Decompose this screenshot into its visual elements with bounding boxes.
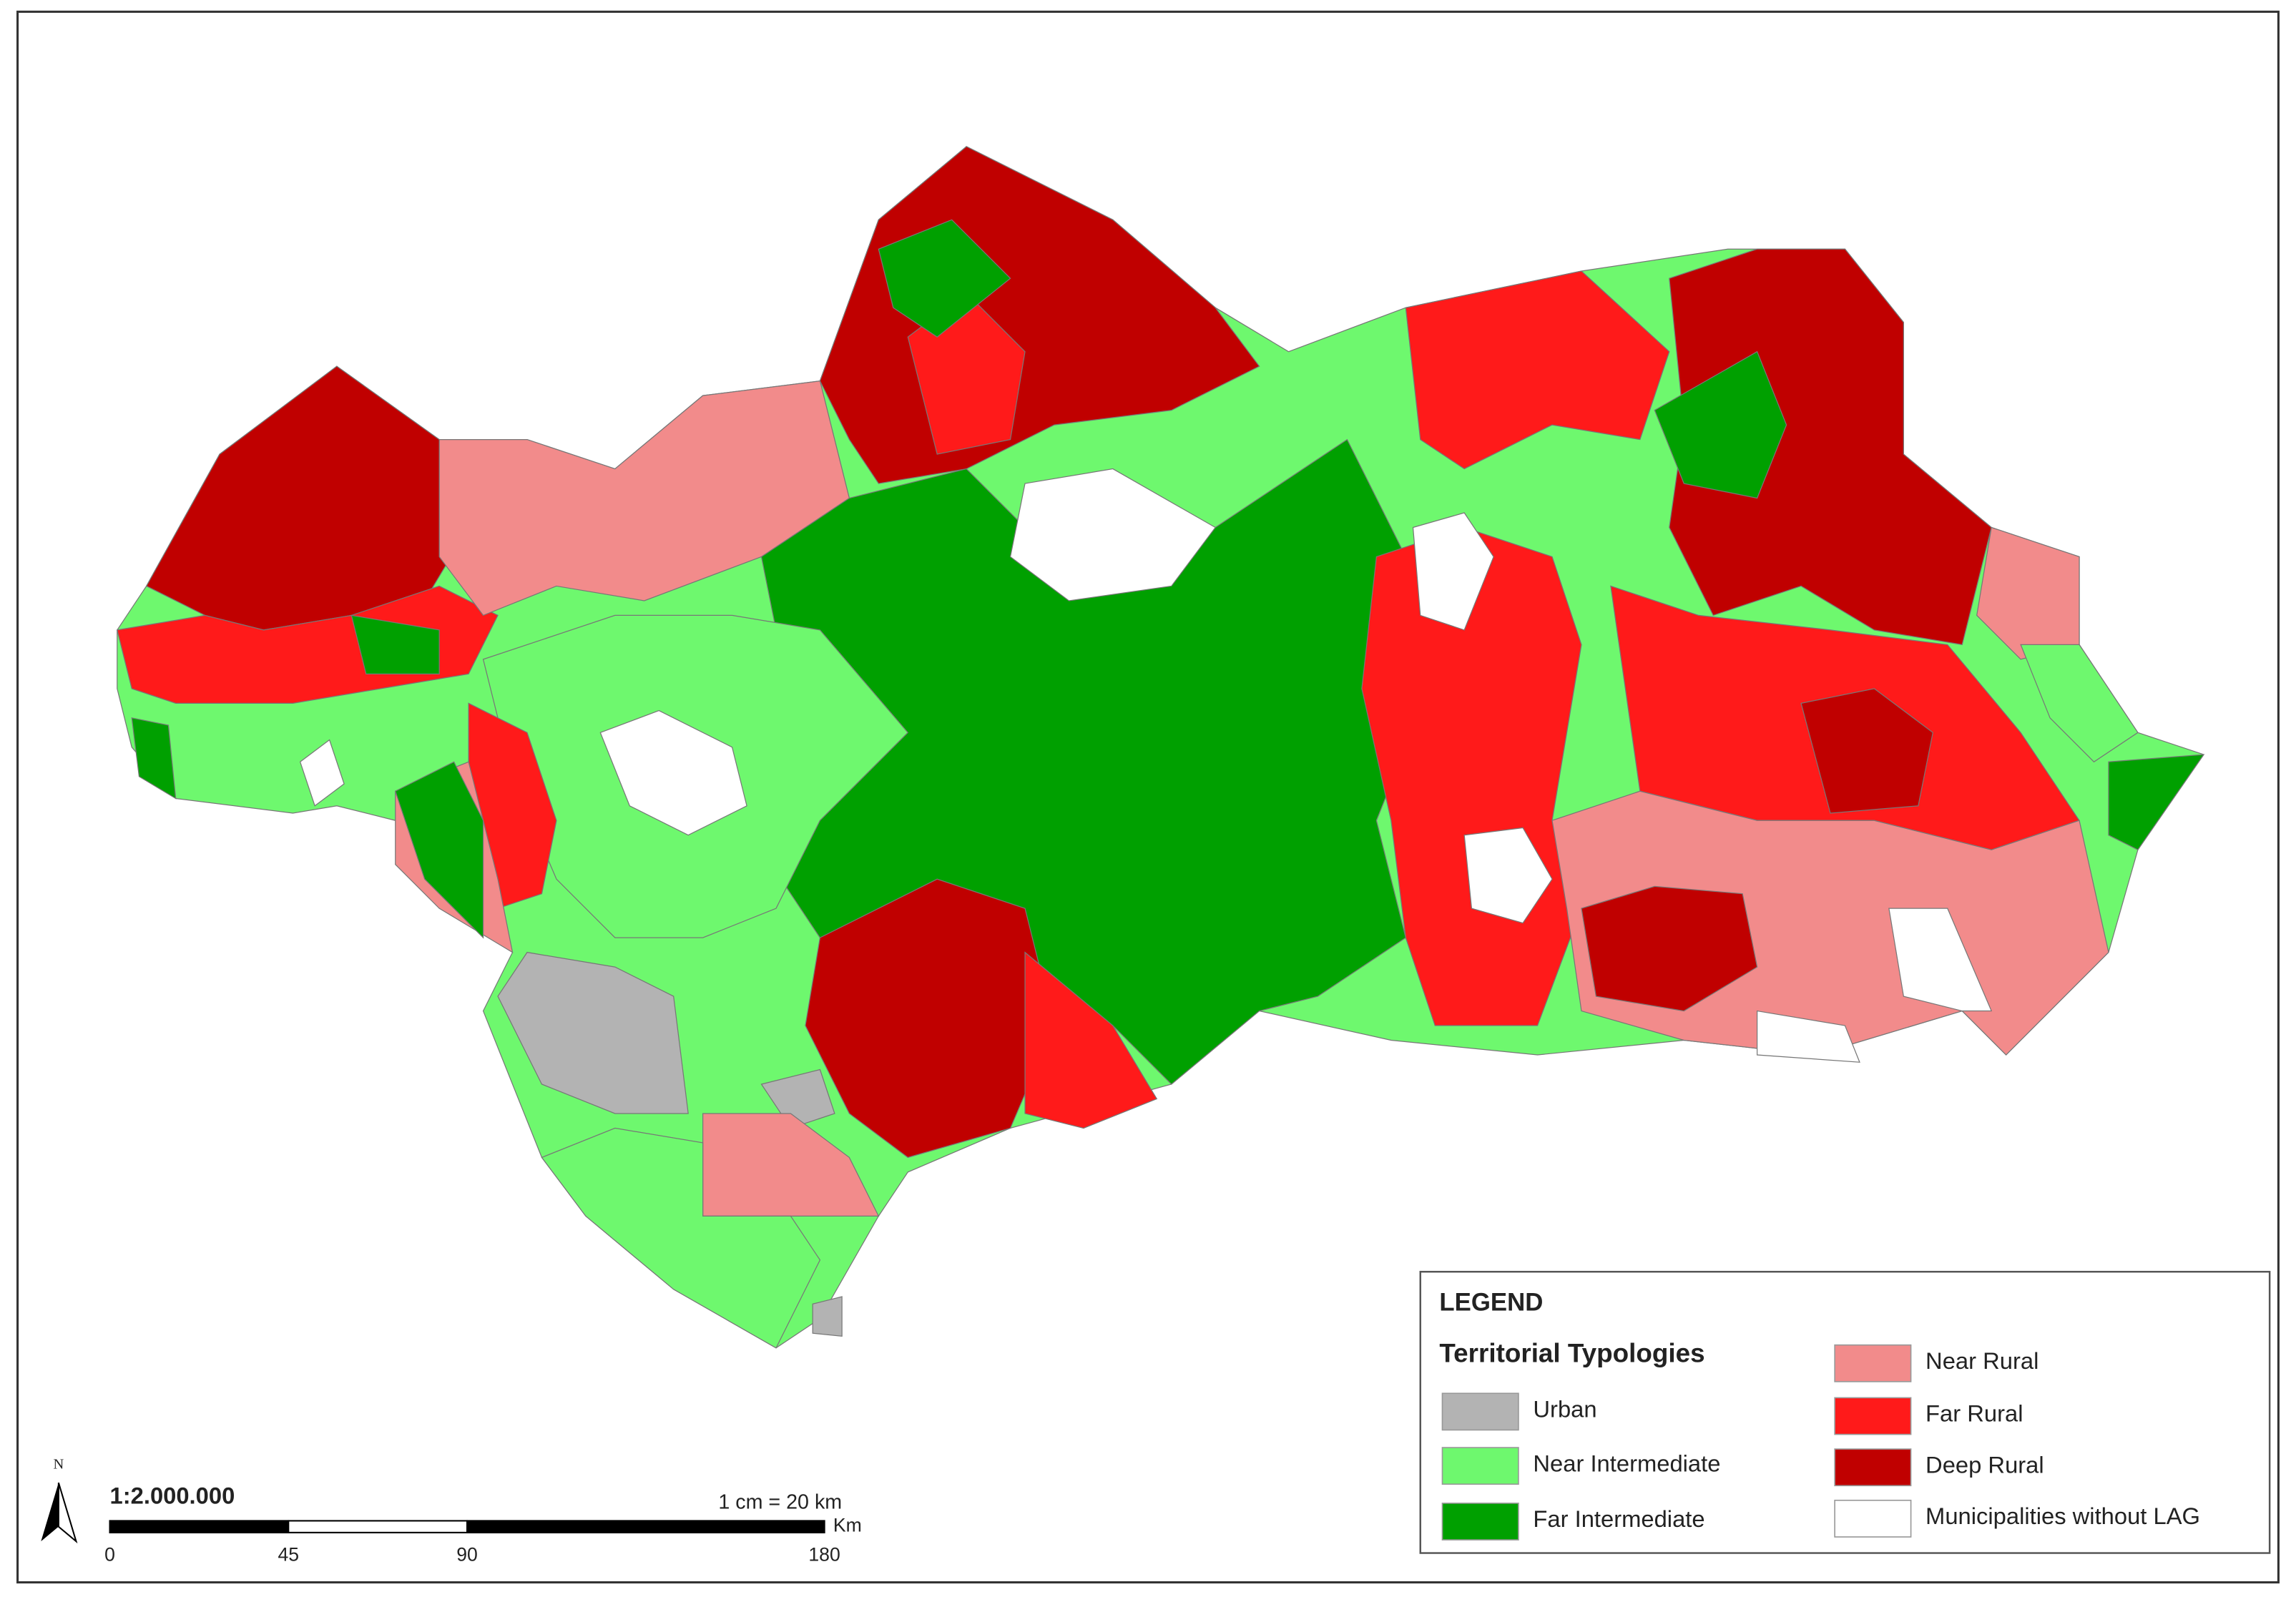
region [541, 1127, 821, 1349]
region [1888, 908, 1993, 1012]
legend-label: Far Rural [1925, 1400, 2023, 1427]
legend-label: Near Intermediate [1533, 1450, 1720, 1476]
region [1405, 270, 1670, 470]
region [1009, 468, 1217, 601]
legend-swatch [1834, 1397, 1912, 1435]
region [299, 739, 345, 807]
region [2020, 644, 2139, 763]
scale-bar: N 1:2.000.000 1 cm = 20 km 0 45 90 180 Km [41, 1456, 862, 1566]
region [1654, 350, 1787, 499]
legend-swatch [1834, 1499, 1912, 1538]
region [394, 761, 484, 939]
region [599, 709, 747, 836]
legend-label: Far Intermediate [1533, 1505, 1704, 1532]
scale-tick-label: 0 [104, 1544, 115, 1566]
scale-tick-label: 180 [808, 1544, 840, 1566]
legend-label: Deep Rural [1925, 1451, 2044, 1478]
scale-equivalence: 1 cm = 20 km [718, 1490, 842, 1513]
region [131, 717, 177, 800]
region [2108, 754, 2205, 850]
legend-swatch [1441, 1503, 1519, 1541]
legend-swatch [1441, 1392, 1519, 1431]
legend-swatch [1834, 1448, 1912, 1487]
region [1024, 951, 1158, 1129]
region [1412, 512, 1494, 631]
scale-ratio: 1:2.000.000 [110, 1482, 235, 1508]
scale-segment [109, 1520, 290, 1533]
legend-subtitle: Territorial Typologies [1439, 1339, 1704, 1368]
north-label: N [53, 1456, 64, 1472]
region [497, 951, 689, 1114]
legend-swatch [1441, 1447, 1519, 1485]
map-regions [117, 146, 2205, 1349]
region [812, 1296, 843, 1337]
scale-tick-label: 90 [456, 1544, 478, 1566]
north-arrow [57, 1482, 78, 1544]
legend-items: Urban Near Intermediate Far Intermediate Ne… [1441, 1344, 2200, 1541]
legend-swatch [1834, 1344, 1912, 1382]
legend-title: LEGEND [1439, 1288, 1543, 1316]
region [1581, 885, 1758, 1012]
region [1757, 1010, 1860, 1063]
legend-label: Urban [1533, 1395, 1596, 1422]
scale-tick-label: 45 [278, 1544, 299, 1566]
region [878, 219, 1011, 338]
scale-unit: Km [833, 1515, 862, 1536]
legend-label: Municipalities without LAG [1925, 1503, 2200, 1529]
legend: LEGEND Territorial Typologies Urban Near … [1419, 1270, 2271, 1554]
region [805, 878, 1055, 1159]
scale-segment [288, 1520, 468, 1533]
legend-label: Near Rural [1925, 1347, 2039, 1374]
region [1800, 688, 1933, 814]
region [1463, 827, 1553, 924]
region [350, 614, 440, 674]
region [1669, 248, 1992, 646]
scale-segment [466, 1520, 825, 1533]
